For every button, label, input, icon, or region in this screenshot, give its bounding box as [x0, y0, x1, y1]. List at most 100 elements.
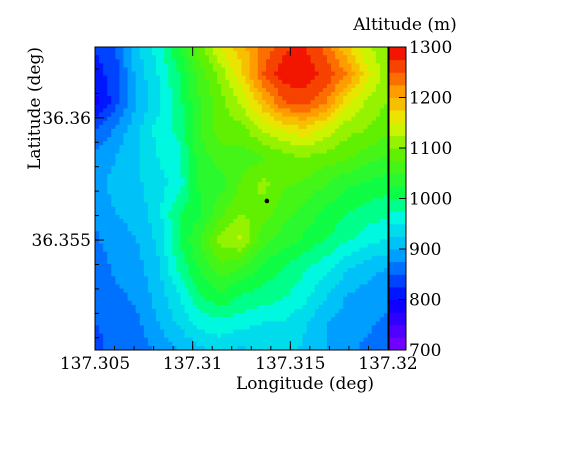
heatmap-cell [176, 87, 182, 93]
heatmap-cell [127, 108, 133, 114]
heatmap-cell [379, 87, 385, 93]
heatmap-cell [180, 120, 186, 126]
heatmap-cell [367, 165, 373, 171]
heatmap-cell [245, 296, 251, 302]
heatmap-cell [269, 55, 275, 60]
heatmap-cell [306, 173, 312, 179]
heatmap-cell [249, 243, 255, 249]
heatmap-cell [131, 218, 137, 224]
heatmap-cell [282, 247, 287, 253]
heatmap-cell [245, 313, 251, 318]
heatmap-cell [282, 235, 287, 241]
heatmap-cell [233, 317, 239, 322]
heatmap-cell [196, 178, 202, 183]
heatmap-cell [131, 132, 137, 138]
heatmap-cell [180, 157, 186, 163]
heatmap-cell [278, 100, 283, 105]
heatmap-cell [233, 83, 239, 89]
heatmap-cell [261, 206, 267, 212]
heatmap-cell [229, 145, 234, 150]
heatmap-cell [347, 120, 352, 126]
heatmap-cell [225, 59, 230, 64]
heatmap-cell [274, 276, 279, 281]
heatmap-cell [359, 169, 365, 175]
heatmap-cell [225, 100, 230, 105]
heatmap-cell [310, 276, 316, 281]
heatmap-cell [278, 235, 283, 241]
heatmap-cell [265, 153, 271, 159]
heatmap-cell [172, 92, 177, 97]
heatmap-cell [139, 112, 145, 118]
heatmap-cell [379, 169, 385, 175]
heatmap-cell [115, 206, 121, 212]
heatmap-cell [278, 112, 283, 118]
heatmap-cell [180, 223, 186, 228]
heatmap-cell [208, 55, 214, 60]
heatmap-cell [229, 137, 234, 142]
heatmap-cell [172, 235, 177, 241]
heatmap-cell [265, 268, 271, 273]
heatmap-cell [229, 128, 234, 134]
heatmap-cell [160, 259, 165, 265]
heatmap-cell [294, 112, 300, 118]
heatmap-cell [278, 214, 283, 220]
heatmap-cell [188, 198, 194, 204]
heatmap-cell [213, 55, 218, 60]
heatmap-cell [213, 161, 218, 167]
heatmap-cell [95, 259, 100, 265]
heatmap-cell [326, 161, 332, 167]
heatmap-cell [229, 186, 234, 191]
heatmap-cell [363, 210, 369, 216]
heatmap-cell [127, 268, 133, 273]
heatmap-cell [115, 100, 121, 105]
heatmap-cell [343, 75, 348, 81]
heatmap-cell [123, 218, 129, 224]
heatmap-cell [99, 280, 104, 286]
heatmap-cell [241, 112, 247, 118]
heatmap-cell [290, 132, 295, 138]
heatmap-cell [314, 71, 320, 77]
heatmap-cell [383, 255, 388, 261]
heatmap-cell [339, 71, 344, 77]
heatmap-cell [241, 79, 247, 85]
heatmap-cell [331, 92, 336, 97]
heatmap-cell [143, 296, 149, 302]
heatmap-cell [143, 288, 149, 294]
heatmap-cell [318, 100, 324, 105]
heatmap-cell [229, 194, 234, 200]
heatmap-cell [176, 96, 182, 101]
heatmap-cell [127, 75, 133, 81]
heatmap-cell [347, 128, 352, 134]
heatmap-cell [355, 264, 361, 269]
heatmap-cell [367, 182, 373, 187]
heatmap-cell [253, 321, 259, 327]
heatmap-cell [221, 75, 226, 81]
heatmap-cell [347, 313, 352, 318]
heatmap-cell [363, 108, 369, 114]
heatmap-cell [310, 87, 316, 93]
heatmap-cell [367, 218, 373, 224]
heatmap-cell [253, 173, 259, 179]
heatmap-cell [164, 288, 169, 294]
heatmap-cell [383, 83, 388, 89]
heatmap-cell [355, 47, 361, 52]
heatmap-cell [147, 210, 153, 216]
heatmap-cell [257, 284, 263, 290]
heatmap-cell [233, 173, 239, 179]
heatmap-cell [103, 268, 108, 273]
heatmap-cell [298, 190, 304, 195]
heatmap-cell [343, 165, 348, 171]
heatmap-cell [139, 321, 145, 327]
heatmap-cell [335, 67, 340, 73]
heatmap-cell [147, 173, 153, 179]
heatmap-cell [135, 239, 141, 245]
heatmap-cell [204, 149, 210, 155]
heatmap-cell [253, 276, 259, 281]
heatmap-cell [217, 280, 222, 286]
heatmap-cell [143, 178, 149, 183]
heatmap-cell [290, 202, 295, 208]
heatmap-cell [229, 231, 234, 236]
heatmap-cell [383, 239, 388, 245]
heatmap-cell [367, 55, 373, 60]
heatmap-cell [221, 137, 226, 142]
